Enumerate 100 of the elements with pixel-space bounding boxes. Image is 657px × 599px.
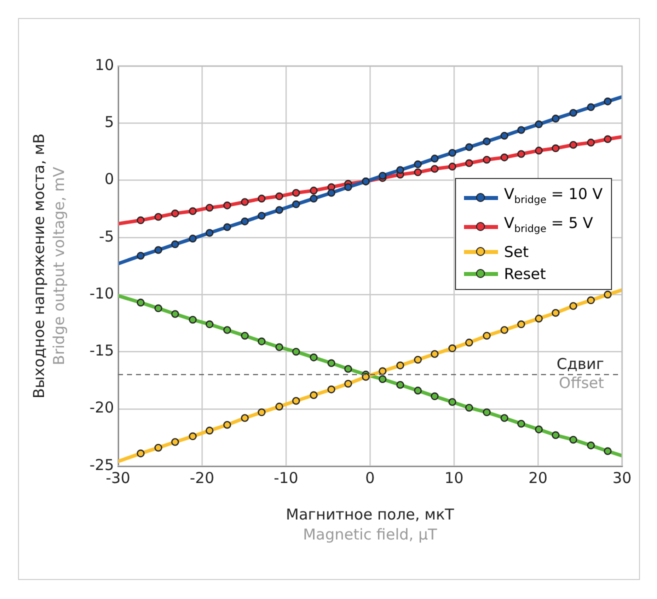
legend-label: Reset	[504, 264, 546, 285]
point	[188, 207, 197, 216]
point	[136, 298, 145, 306]
point	[154, 444, 162, 452]
point	[188, 432, 197, 440]
point	[171, 310, 180, 318]
point	[154, 212, 162, 221]
point	[500, 154, 508, 162]
point	[430, 164, 439, 173]
point	[310, 186, 318, 194]
point	[154, 246, 162, 254]
point	[500, 326, 508, 334]
point	[378, 367, 386, 376]
point	[396, 380, 404, 389]
point	[465, 159, 474, 168]
point	[396, 362, 404, 370]
point	[430, 392, 439, 400]
point	[258, 194, 266, 202]
point	[517, 126, 526, 134]
x-tick-label: -10	[274, 468, 298, 487]
point	[327, 359, 336, 368]
point	[517, 150, 526, 158]
legend-label: V$_{bridge}$ = 5 V	[504, 213, 594, 237]
point	[344, 183, 352, 192]
point	[448, 398, 456, 406]
point	[275, 402, 284, 410]
point	[448, 148, 456, 157]
point	[171, 240, 180, 248]
point	[310, 194, 318, 202]
point	[136, 216, 145, 224]
point	[206, 228, 214, 237]
point	[430, 154, 439, 162]
legend-label: Set	[504, 242, 529, 263]
point	[517, 320, 526, 328]
y-tick-label: -15	[90, 342, 114, 360]
point	[206, 320, 214, 328]
point	[292, 200, 300, 208]
x-axis-title: Магнитное поле, мкТ Magnetic field, μT	[286, 505, 455, 544]
point	[552, 431, 560, 440]
point	[206, 204, 214, 212]
point	[414, 356, 422, 364]
y-tick-label: -20	[90, 398, 114, 417]
point	[275, 343, 284, 352]
y-tick-label: 5	[104, 113, 114, 132]
x-tick-label: 20	[528, 468, 548, 487]
point	[171, 210, 180, 218]
point	[500, 132, 508, 140]
point	[154, 304, 162, 312]
point	[482, 138, 491, 146]
point	[258, 212, 266, 220]
point	[569, 436, 578, 444]
point	[136, 450, 145, 458]
point	[240, 198, 249, 206]
legend-label: V$_{bridge}$ = 10 V	[504, 184, 603, 208]
point	[569, 108, 578, 117]
point	[465, 143, 474, 152]
point	[292, 348, 300, 356]
y-tick-label: -5	[99, 227, 114, 246]
point	[465, 338, 474, 346]
x-tick-label: -20	[190, 468, 214, 487]
y-tick-label: -25	[90, 456, 114, 474]
point	[604, 98, 612, 106]
point	[587, 103, 595, 112]
point	[448, 162, 456, 170]
point	[534, 314, 543, 322]
point	[240, 414, 249, 422]
point	[534, 146, 543, 154]
point	[223, 326, 232, 334]
point	[414, 386, 422, 394]
point	[188, 234, 197, 242]
point	[430, 350, 439, 358]
point	[344, 364, 352, 373]
point	[292, 188, 300, 197]
point	[275, 192, 284, 200]
point	[136, 252, 145, 260]
point	[223, 202, 232, 210]
point	[188, 316, 197, 324]
point	[482, 332, 491, 340]
point	[414, 168, 422, 176]
point	[414, 160, 422, 168]
point	[223, 223, 232, 232]
point	[327, 188, 336, 197]
point	[482, 408, 491, 416]
point	[258, 338, 266, 346]
point	[552, 114, 560, 122]
ref-line-label: Сдвиг Offset	[556, 354, 604, 392]
point	[448, 344, 456, 352]
point	[604, 135, 612, 144]
point	[587, 138, 595, 146]
point	[310, 391, 318, 400]
point	[587, 442, 595, 450]
point	[552, 308, 560, 317]
point	[604, 447, 612, 456]
point	[362, 372, 370, 381]
point	[378, 172, 386, 180]
point	[396, 166, 404, 174]
point	[310, 354, 318, 362]
point	[500, 414, 508, 422]
point	[517, 420, 526, 428]
point	[240, 218, 249, 226]
